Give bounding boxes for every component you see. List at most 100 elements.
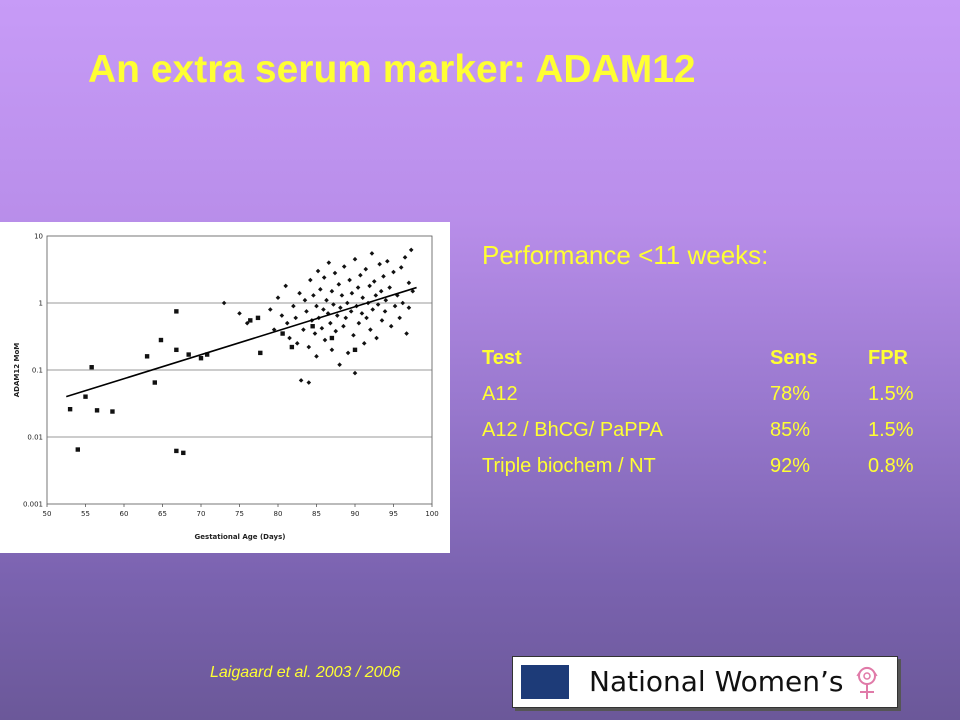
- diamond-data-point: [347, 277, 352, 283]
- diamond-data-point: [293, 315, 299, 321]
- square-data-point: [152, 380, 157, 385]
- diamond-data-point: [329, 347, 335, 353]
- x-tick-label: 50: [43, 510, 52, 518]
- performance-heading: Performance <11 weeks:: [482, 240, 769, 270]
- y-tick-label: 1: [39, 300, 43, 308]
- square-data-point: [89, 365, 94, 370]
- diamond-data-point: [271, 327, 277, 332]
- square-data-point: [94, 408, 100, 413]
- slide-title: An extra serum marker: ADAM12: [88, 48, 696, 91]
- test-name: Triple biochem / NT: [482, 454, 656, 477]
- fpr-value: 1.5%: [868, 418, 914, 441]
- diamond-data-point: [301, 327, 306, 332]
- diamond-data-point: [284, 320, 290, 326]
- square-data-point: [174, 309, 179, 314]
- x-tick-label: 55: [81, 510, 90, 518]
- auckland-logo-icon: [521, 665, 569, 699]
- diamond-data-point: [308, 277, 313, 283]
- square-data-point: [289, 344, 295, 350]
- diamond-data-point: [343, 315, 349, 321]
- diamond-data-point: [406, 280, 412, 286]
- diamond-data-point: [402, 255, 408, 260]
- square-data-point: [255, 315, 261, 321]
- logo-text: National Women’s: [589, 665, 844, 698]
- diamond-data-point: [361, 341, 367, 346]
- diamond-data-point: [352, 370, 358, 376]
- header-test: Test: [482, 346, 522, 369]
- square-data-point: [174, 448, 179, 454]
- diamond-data-point: [275, 295, 281, 300]
- diamond-data-point: [397, 315, 402, 321]
- sens-value: 78%: [770, 382, 811, 405]
- diamond-data-point: [302, 297, 308, 303]
- diamond-data-point: [328, 320, 333, 326]
- diamond-data-point: [221, 300, 227, 306]
- diamond-data-point: [345, 300, 350, 306]
- diamond-data-point: [408, 247, 414, 253]
- trend-line: [66, 286, 417, 398]
- test-name: A12: [482, 382, 518, 405]
- x-tick-label: 90: [351, 510, 360, 518]
- square-data-point: [110, 409, 115, 414]
- diamond-data-point: [244, 320, 250, 326]
- diamond-data-point: [400, 300, 406, 306]
- citation: Laigaard et al. 2003 / 2006: [210, 664, 401, 681]
- square-data-point: [280, 331, 285, 336]
- performance-table: Test Sens FPR A12 78% 1.5% A12 / BhCG/ P…: [482, 340, 938, 484]
- table-row: Triple biochem / NT 92% 0.8%: [482, 448, 938, 484]
- square-data-point: [329, 335, 335, 341]
- diamond-data-point: [375, 302, 381, 307]
- diamond-data-point: [356, 320, 362, 326]
- diamond-data-point: [322, 337, 328, 343]
- diamond-data-point: [368, 327, 373, 332]
- x-tick-label: 65: [158, 510, 167, 518]
- header-sens: Sens: [770, 346, 818, 369]
- x-tick-label: 80: [274, 510, 283, 518]
- diamond-data-point: [294, 341, 300, 346]
- header-fpr: FPR: [868, 346, 908, 369]
- square-data-point: [144, 354, 150, 359]
- x-tick-label: 100: [425, 510, 438, 518]
- x-tick-label: 60: [120, 510, 129, 518]
- table-row: A12 / BhCG/ PaPPA 85% 1.5%: [482, 412, 938, 448]
- diamond-data-point: [306, 380, 312, 385]
- sens-value: 92%: [770, 454, 811, 477]
- square-data-point: [75, 447, 80, 452]
- square-data-point: [186, 352, 191, 357]
- y-axis-label: ADAM12 MoM: [13, 343, 21, 398]
- test-name: A12 / BhCG/ PaPPA: [482, 418, 663, 441]
- diamond-data-point: [383, 297, 389, 303]
- diamond-data-point: [360, 295, 365, 300]
- scatter-chart: 0.001 0.01 0.1 1 10 50 55 60 65 70 75 80 85 90 95 100 G…: [13, 233, 439, 542]
- diamond-data-point: [306, 344, 312, 350]
- square-data-point: [67, 406, 73, 412]
- fpr-value: 1.5%: [868, 382, 914, 405]
- table-row: A12 78% 1.5%: [482, 376, 938, 412]
- y-tick-label: 0.001: [23, 501, 43, 509]
- square-data-point: [258, 350, 263, 356]
- y-tick-label: 0.01: [27, 434, 43, 442]
- y-tick-label: 10: [34, 233, 43, 241]
- square-data-point: [198, 356, 204, 361]
- womens-emblem-icon: [856, 666, 878, 699]
- diamond-data-point: [336, 282, 342, 287]
- fpr-value: 0.8%: [868, 454, 914, 477]
- square-data-point: [352, 347, 358, 353]
- square-data-point: [83, 394, 88, 399]
- sens-value: 85%: [770, 418, 811, 441]
- square-data-point: [181, 450, 186, 456]
- diamond-data-point: [331, 302, 336, 307]
- diamond-data-point: [364, 315, 369, 321]
- x-tick-label: 70: [197, 510, 206, 518]
- x-tick-label: 75: [235, 510, 244, 518]
- square-data-point: [174, 347, 179, 353]
- square-data-point: [248, 318, 253, 323]
- scatter-chart-panel: 0.001 0.01 0.1 1 10 50 55 60 65 70 75 80 85 90 95 100 G…: [0, 222, 450, 553]
- table-header-row: Test Sens FPR: [482, 340, 938, 376]
- diamond-data-point: [337, 362, 342, 367]
- diamond-data-point: [321, 275, 327, 280]
- x-tick-label: 95: [389, 510, 398, 518]
- diamond-data-point: [324, 297, 329, 303]
- national-womens-logo: National Women’s: [512, 656, 898, 708]
- diamond-data-point: [298, 378, 304, 383]
